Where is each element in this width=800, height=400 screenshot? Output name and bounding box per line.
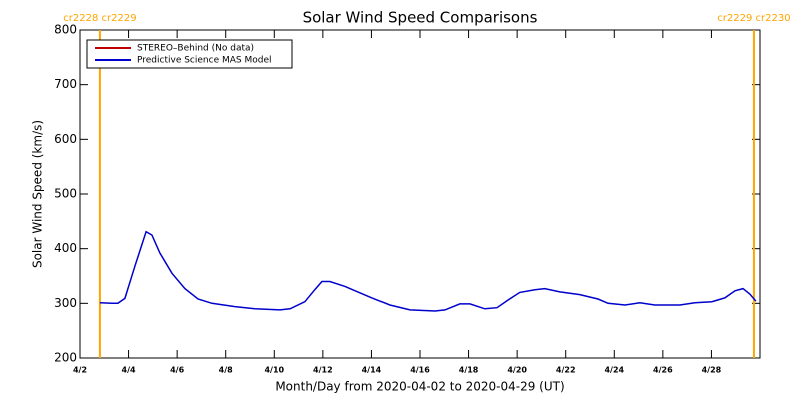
y-tick-label: 400	[54, 241, 77, 255]
y-tick-label: 700	[54, 77, 77, 91]
rotation-label: cr2228 cr2229	[63, 13, 136, 24]
y-tick-label: 300	[54, 296, 77, 310]
x-tick-label: 4/28	[702, 366, 722, 375]
x-tick-label: 4/8	[219, 366, 233, 375]
x-tick-label: 4/22	[556, 366, 576, 375]
x-tick-label: 4/6	[170, 366, 184, 375]
y-tick-label: 200	[54, 351, 77, 365]
x-tick-label: 4/26	[653, 366, 673, 375]
legend-box	[86, 39, 293, 69]
chart-title: Solar Wind Speed Comparisons	[303, 9, 538, 27]
x-tick-label: 4/16	[410, 366, 430, 375]
x-tick-label: 4/18	[459, 366, 479, 375]
x-tick-label: 4/2	[73, 366, 87, 375]
x-tick-label: 4/4	[122, 366, 136, 375]
legend-label: STEREO–Behind (No data)	[137, 44, 254, 54]
x-tick-label: 4/20	[507, 366, 527, 375]
plot-frame	[79, 29, 761, 359]
y-tick-label: 600	[54, 132, 77, 146]
x-axis-label: Month/Day from 2020-04-02 to 2020-04-29 …	[275, 380, 564, 394]
rotation-label: cr2229 cr2230	[717, 13, 790, 24]
x-tick-label: 4/14	[362, 366, 382, 375]
y-axis-label: Solar Wind Speed (km/s)	[31, 120, 45, 268]
legend-label: Predictive Science MAS Model	[137, 56, 272, 66]
series-line	[99, 230, 757, 312]
x-tick-label: 4/24	[604, 366, 624, 375]
x-tick-label: 4/10	[264, 366, 284, 375]
x-tick-label: 4/12	[313, 366, 333, 375]
y-tick-label: 800	[54, 23, 77, 37]
y-tick-label: 500	[54, 187, 77, 201]
